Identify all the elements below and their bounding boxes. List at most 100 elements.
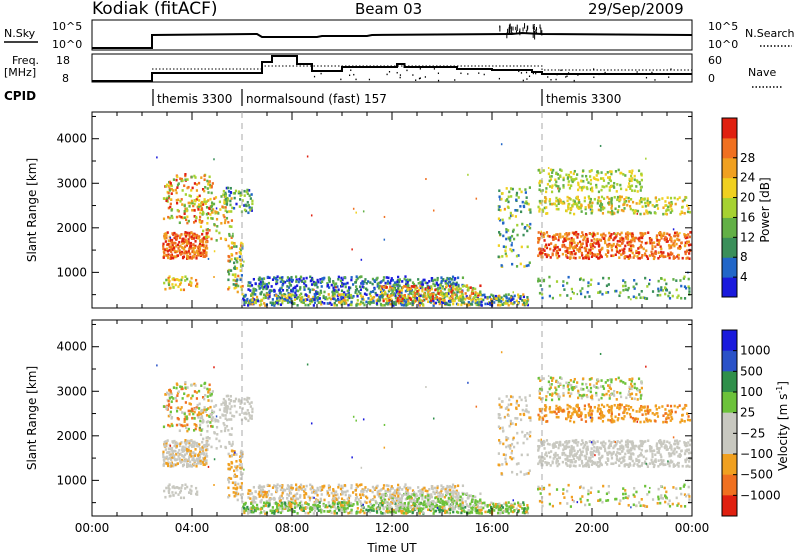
velocity-echo: [260, 506, 263, 510]
velocity-echo: [319, 499, 323, 503]
nave-mark: [598, 73, 600, 76]
velocity-echo: [235, 410, 238, 414]
power-echo: [231, 234, 234, 238]
power-echo: [500, 296, 503, 299]
power-echo: [676, 232, 679, 236]
velocity-echo: [407, 487, 410, 490]
nave-mark: [349, 74, 351, 77]
power-echo: [570, 207, 573, 210]
power-echo: [362, 301, 365, 305]
power-echo: [298, 288, 302, 291]
power-echo: [545, 187, 548, 190]
power-echo: [542, 169, 545, 172]
power-echo: [168, 184, 171, 188]
power-echo: [497, 208, 500, 211]
power-echo: [578, 240, 582, 244]
velocity-echo: [428, 487, 431, 491]
power-echo: [647, 231, 650, 235]
power-echo: [589, 178, 593, 182]
power-echo: [318, 293, 321, 296]
power-echo: [515, 299, 518, 303]
velocity-echo: [203, 382, 206, 386]
velocity-echo: [299, 506, 302, 510]
power-echo: [308, 288, 312, 292]
power-echo: [365, 300, 368, 304]
power-echo: [276, 275, 279, 278]
power-echo: [555, 180, 558, 184]
velocity-echo: [331, 498, 334, 502]
power-echo: [186, 255, 189, 258]
power-echo: [655, 234, 659, 237]
power-echo: [407, 299, 410, 303]
power-echo: [432, 299, 435, 303]
power-echo: [624, 232, 628, 236]
power-echo: [218, 200, 222, 204]
velocity-echo: [205, 440, 208, 443]
velocity-echo: [444, 490, 447, 493]
power-echo: [437, 287, 440, 290]
velocity-echo: [319, 489, 322, 492]
velocity-echo: [380, 488, 383, 491]
power-echo: [207, 212, 210, 215]
velocity-echo: [451, 483, 455, 487]
power-echo: [589, 205, 592, 209]
velocity-echo: [201, 461, 204, 464]
velocity-echo: [237, 398, 241, 402]
power-echo: [510, 234, 514, 238]
power-echo: [508, 237, 511, 241]
power-echo: [287, 292, 290, 295]
velocity-echo: [188, 455, 191, 459]
velocity-echo: [295, 497, 298, 500]
velocity-echo: [346, 489, 349, 493]
power-echo: [190, 246, 193, 250]
power-echo: [340, 282, 344, 285]
power-echo: [384, 297, 388, 301]
power-echo: [191, 208, 194, 212]
velocity-echo: [207, 390, 210, 394]
velocity-echo: [207, 420, 210, 423]
power-echo: [575, 177, 578, 181]
power-echo: [224, 209, 227, 212]
power-echo: [362, 298, 365, 301]
power-echo: [204, 185, 207, 189]
power-echo: [620, 253, 623, 256]
power-echo: [190, 257, 193, 260]
power-echo: [241, 292, 244, 296]
power-echo: [357, 290, 360, 293]
power-echo: [477, 298, 480, 301]
power-echo: [526, 299, 529, 303]
count-tick-left-bottom: 10^0: [52, 38, 82, 51]
power-echo: [686, 204, 689, 207]
power-echo: [167, 283, 171, 287]
power-echo: [454, 283, 458, 286]
power-echo: [462, 301, 465, 304]
velocity-echo: [237, 399, 240, 403]
power-echo: [254, 282, 257, 286]
power-echo: [239, 247, 242, 250]
power-echo: [247, 284, 250, 287]
power-echo: [486, 295, 489, 299]
power-echo: [504, 252, 507, 256]
velocity-echo: [180, 486, 183, 490]
power-echo: [565, 249, 568, 253]
power-echo: [586, 240, 589, 243]
power-echo: [375, 278, 378, 282]
velocity-echo: [391, 493, 394, 497]
power-echo: [640, 245, 643, 249]
power-echo: [232, 278, 235, 282]
power-echo: [183, 209, 186, 213]
velocity-echo: [490, 501, 493, 505]
velocity-echo: [170, 454, 173, 457]
power-echo: [610, 170, 613, 174]
power-echo: [300, 292, 303, 296]
power-echo: [354, 288, 358, 292]
power-echo: [287, 286, 291, 289]
power-echo: [526, 245, 529, 249]
power-echo: [537, 169, 540, 172]
power-echo: [208, 183, 212, 187]
velocity-echo: [179, 489, 183, 493]
power-echo: [327, 276, 331, 279]
power-echo: [238, 198, 242, 201]
power-echo: [236, 257, 239, 260]
